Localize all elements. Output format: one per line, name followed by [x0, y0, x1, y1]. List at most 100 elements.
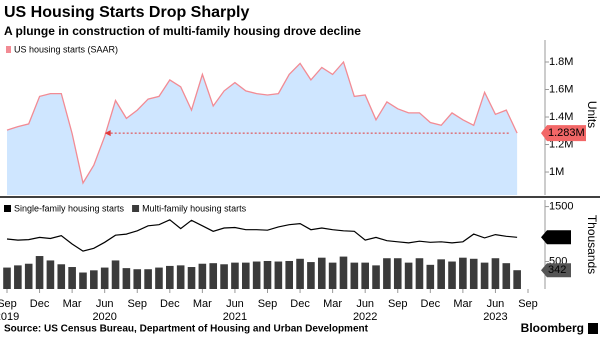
bar: [502, 263, 511, 289]
chart-title: US Housing Starts Drop Sharply: [4, 4, 249, 21]
x-tick-label: Mar: [453, 298, 472, 310]
bar: [209, 263, 218, 289]
bar: [459, 257, 467, 289]
bar: [111, 260, 120, 289]
bar: [339, 256, 348, 289]
bar: [350, 262, 359, 289]
value-label: 941: [548, 231, 566, 243]
legend-label: US housing starts (SAAR): [14, 44, 118, 54]
value-label-box: [541, 125, 586, 142]
x-tick-label: Dec: [421, 298, 441, 310]
chart-subtitle: A plunge in construction of multi-family…: [4, 24, 361, 38]
bar: [68, 267, 76, 289]
bar: [448, 261, 456, 289]
bar: [46, 260, 55, 289]
legend-label: Multi-family housing starts: [142, 203, 247, 213]
bar: [198, 263, 207, 289]
bar: [35, 256, 44, 289]
y-tick-label: 1500: [549, 200, 573, 212]
bar: [155, 267, 163, 289]
bar: [220, 264, 228, 289]
bar: [513, 270, 521, 289]
area-fill: [7, 62, 518, 195]
bar: [144, 269, 152, 289]
bar: [57, 264, 66, 289]
x-year-label: 2020: [92, 311, 116, 323]
bar: [469, 258, 478, 289]
y-axis-label: Units: [585, 101, 599, 128]
brand-icon: [588, 323, 598, 334]
area-line: [6, 60, 518, 185]
x-tick-label: Sep: [258, 298, 278, 310]
line: [6, 219, 518, 252]
bar: [317, 257, 326, 289]
x-tick-label: Jun: [226, 298, 244, 310]
x-tick-label: Sep: [0, 298, 17, 310]
bar: [307, 262, 315, 289]
legend-label: Single-family housing starts: [14, 203, 125, 213]
bar: [100, 267, 109, 289]
x-tick-label: Mar: [63, 298, 82, 310]
bar: [296, 258, 304, 289]
x-tick-label: Sep: [127, 298, 147, 310]
x-tick-label: Sep: [388, 298, 408, 310]
y-tick-label: 1M: [549, 166, 564, 178]
reference-arrow: [104, 130, 111, 137]
bar: [383, 258, 391, 289]
x-tick-label: Dec: [160, 298, 180, 310]
x-tick-label: Mar: [323, 298, 342, 310]
bar: [415, 258, 424, 289]
value-label: 342: [548, 264, 566, 276]
x-tick-label: Mar: [193, 298, 212, 310]
bar: [328, 262, 337, 289]
x-tick-label: Dec: [30, 298, 50, 310]
brand: Bloomberg: [521, 321, 584, 335]
y-tick-label: 1.6M: [549, 83, 573, 95]
bar: [79, 272, 87, 289]
legend-swatch: [4, 205, 11, 212]
x-tick-label: Jun: [487, 298, 505, 310]
bar: [372, 265, 380, 289]
y-tick-label: 1.8M: [549, 56, 573, 68]
x-year-label: 2022: [353, 311, 377, 323]
bar: [3, 267, 11, 289]
bar: [263, 260, 272, 289]
bar: [166, 265, 174, 289]
x-tick-label: Sep: [518, 298, 538, 310]
x-tick-label: Jun: [356, 298, 374, 310]
bar: [491, 258, 500, 289]
y-tick-label: 1.2M: [549, 138, 573, 150]
bar: [285, 260, 294, 289]
legend-swatch: [132, 205, 140, 212]
bar: [90, 270, 98, 289]
bar: [480, 262, 489, 289]
bar: [437, 259, 445, 289]
bar: [241, 262, 250, 289]
bar: [274, 261, 283, 289]
bar: [14, 265, 22, 289]
bar: [252, 261, 261, 289]
bar: [176, 265, 185, 289]
bar: [231, 262, 239, 289]
bar: [133, 269, 142, 289]
x-tick-label: Dec: [290, 298, 310, 310]
value-label-box: [541, 230, 571, 245]
y-axis-label: Thousands: [585, 215, 599, 274]
x-year-label: 2021: [223, 311, 247, 323]
value-label-box: [541, 263, 571, 278]
x-year-label: 2019: [0, 311, 19, 323]
bar: [404, 262, 413, 289]
bar: [187, 267, 196, 289]
legend-box: [3, 41, 127, 57]
bar: [426, 264, 435, 289]
bar: [122, 268, 131, 289]
bar: [393, 258, 402, 289]
value-label: 1.283M: [548, 127, 585, 139]
x-year-label: 2023: [483, 311, 507, 323]
y-tick-label: 1.4M: [549, 111, 573, 123]
legend-swatch: [6, 46, 11, 53]
bar: [24, 263, 33, 289]
x-tick-label: Jun: [96, 298, 114, 310]
bar: [361, 262, 369, 289]
